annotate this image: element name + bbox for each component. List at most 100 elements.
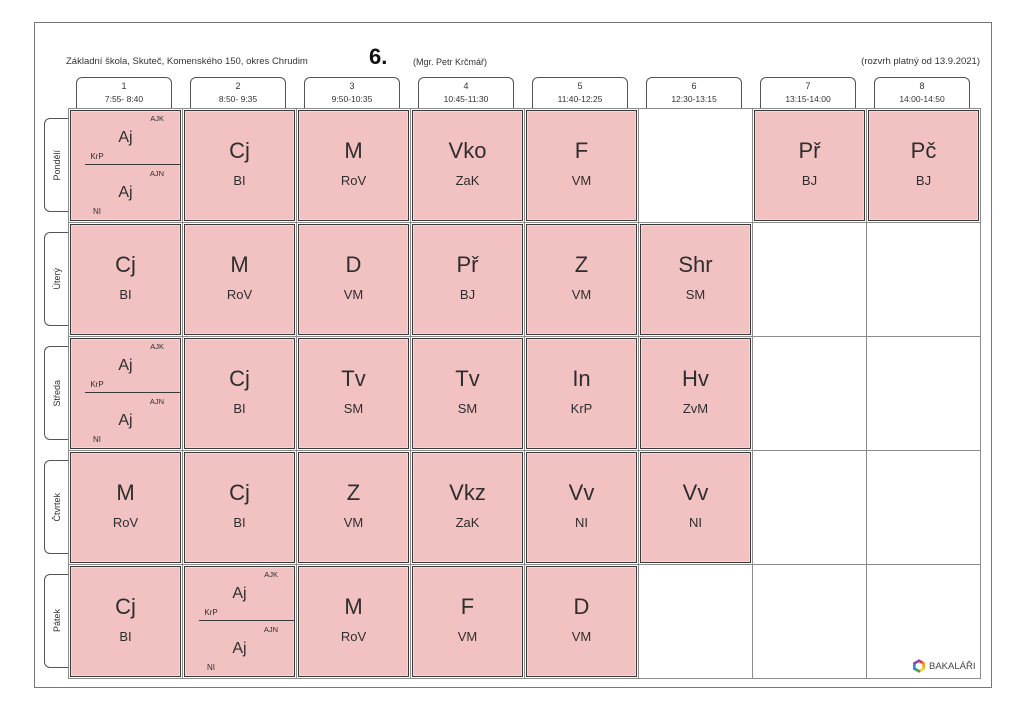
valid-from: (rozvrh platný od 13.9.2021) [861,56,980,67]
teacher: RoV [112,515,139,530]
teacher: ZaK [455,515,480,530]
lesson-cell: Tv SM [298,338,409,449]
subject: Z [346,480,361,505]
group-divider [199,620,295,621]
group-name: AJK [150,114,164,123]
lesson-cell: Hv ZvM [640,338,751,449]
subject: Vv [682,480,709,505]
group-divider [85,392,181,393]
lesson-cell: Vkz ZaK [412,452,523,563]
period-number: 7 [805,81,811,91]
teacher: VM [457,629,478,644]
lesson-cell: M RoV [298,110,409,221]
lesson-cell: In KrP [526,338,637,449]
period-time: 13:15-14:00 [785,94,831,104]
lesson-cell: Z VM [526,224,637,335]
group-name: AJN [263,625,278,634]
timetable-cells: AJK Aj KrP AJN Aj NI Cj BI M RoV Vko ZaK F VM Př BJ Pč BJ… [68,108,980,678]
group-name: AJK [150,342,164,351]
teacher: NI [207,663,215,672]
lesson-cell: Vv NI [640,452,751,563]
teacher: VM [571,287,592,302]
lesson-cell: M RoV [184,224,295,335]
lesson-cell: Z VM [298,452,409,563]
day-label: Pátek [44,574,68,668]
subject: Hv [682,366,709,391]
subject: M [116,480,135,505]
lesson-cell-split: AJK Aj KrP AJN Aj NI [70,110,181,221]
group-lesson: AJK Aj KrP [71,339,180,393]
teacher: RoV [226,287,253,302]
subject: Aj [118,412,133,429]
subject: Cj [229,366,250,391]
subject: Vkz [449,480,486,505]
teacher: KrP [204,608,218,617]
teacher: SM [457,401,478,416]
day-name: Úterý [51,268,62,290]
period-number: 2 [235,81,241,91]
period-number: 4 [463,81,469,91]
logo-text: BAKALÁŘI [929,660,976,672]
teacher: VM [343,287,364,302]
teacher: VM [343,515,364,530]
subject: Cj [229,138,250,163]
class-name: 6. [369,44,388,69]
subject: Cj [229,480,250,505]
teacher: NI [93,435,101,444]
lesson-cell: Tv SM [412,338,523,449]
period-time: 11:40-12:25 [557,94,603,104]
group-name: AJK [264,570,278,579]
lesson-cell: M RoV [298,566,409,677]
subject: M [344,594,363,619]
period-time: 9:50-10:35 [331,94,373,104]
page-frame [34,22,992,688]
lesson-cell: F VM [526,110,637,221]
lesson-cell: D VM [526,566,637,677]
period-header: 5 11:40-12:25 [532,77,628,108]
period-header: 3 9:50-10:35 [304,77,400,108]
lesson-cell: Př BJ [754,110,865,221]
group-lesson: AJN Aj NI [71,166,180,220]
teacher: BJ [915,173,932,188]
class-teacher: (Mgr. Petr Krčmář) [413,57,488,67]
subject: Vv [568,480,595,505]
lesson-cell: Shr SM [640,224,751,335]
teacher: RoV [340,629,367,644]
group-lesson: AJN Aj NI [185,622,294,676]
period-number: 1 [121,81,127,91]
logo-segment [913,659,921,665]
subject: Aj [118,357,133,374]
subject: Aj [232,640,247,657]
subject: Cj [115,594,136,619]
subject: Př [456,252,479,277]
group-lesson: AJN Aj NI [71,394,180,448]
group-name: AJN [149,169,164,178]
day-label: Středa [44,346,68,440]
subject: Tv [455,366,480,391]
teacher: SM [343,401,364,416]
teacher: BI [233,173,246,188]
subject: Aj [232,585,247,602]
day-name: Pátek [51,609,62,633]
day-name: Středa [51,379,62,407]
day-label: Pondělí [44,118,68,212]
subject: Tv [341,366,366,391]
lesson-cell: Př BJ [412,224,523,335]
teacher: ZvM [682,401,709,416]
lesson-cell: Vv NI [526,452,637,563]
teacher: RoV [340,173,367,188]
group-lesson: AJK Aj KrP [185,567,294,621]
teacher: VM [571,629,592,644]
period-time: 14:00-14:50 [899,94,945,104]
lesson-cell: Cj BI [70,224,181,335]
period-time: 12:30-13:15 [671,94,717,104]
lesson-cell: M RoV [70,452,181,563]
lesson-cell: F VM [412,566,523,677]
teacher: KrP [90,380,104,389]
teacher: KrP [570,401,593,416]
teacher: BI [119,287,132,302]
teacher: BJ [459,287,476,302]
lesson-cell: D VM [298,224,409,335]
lesson-cell: Vko ZaK [412,110,523,221]
period-header: 8 14:00-14:50 [874,77,970,108]
